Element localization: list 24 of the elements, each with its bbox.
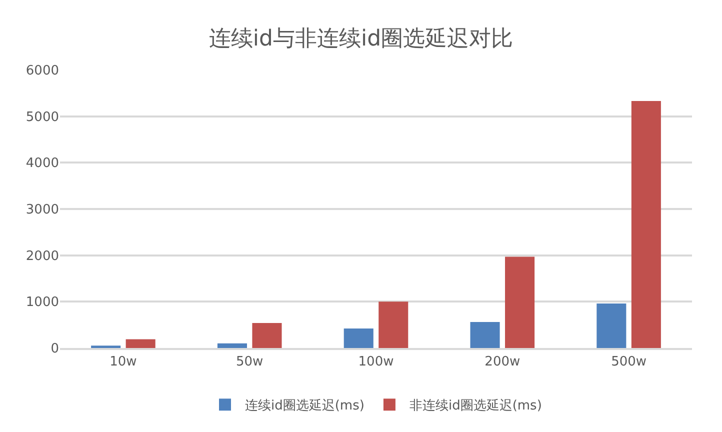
- x-tick-label: 50w: [236, 354, 264, 370]
- y-tick-label: 6000: [26, 64, 59, 79]
- y-tick-label: 5000: [26, 110, 59, 125]
- bar: [596, 304, 626, 348]
- y-tick-label: 2000: [26, 248, 59, 264]
- y-tick-label: 3000: [26, 202, 59, 218]
- x-tick-label: 10w: [110, 354, 138, 370]
- bar: [344, 328, 374, 348]
- y-tick-label: 1000: [26, 295, 59, 310]
- x-tick-label: 200w: [484, 354, 520, 370]
- bar: [126, 339, 156, 348]
- bar: [470, 322, 500, 348]
- legend-label: 非连续id圈选延迟(ms): [409, 398, 542, 414]
- chart-title: 连续id与非连续id圈选延迟对比: [208, 26, 514, 52]
- y-tick-label: 4000: [26, 156, 59, 172]
- x-tick-label: 100w: [358, 354, 394, 370]
- legend-label: 连续id圈选延迟(ms): [245, 398, 364, 414]
- bar: [378, 302, 408, 348]
- y-tick-label: 0: [50, 342, 59, 357]
- bar: [252, 322, 282, 348]
- bar: [631, 101, 661, 348]
- bar: [217, 343, 247, 348]
- x-tick-label: 500w: [611, 354, 647, 370]
- bar: [505, 256, 535, 348]
